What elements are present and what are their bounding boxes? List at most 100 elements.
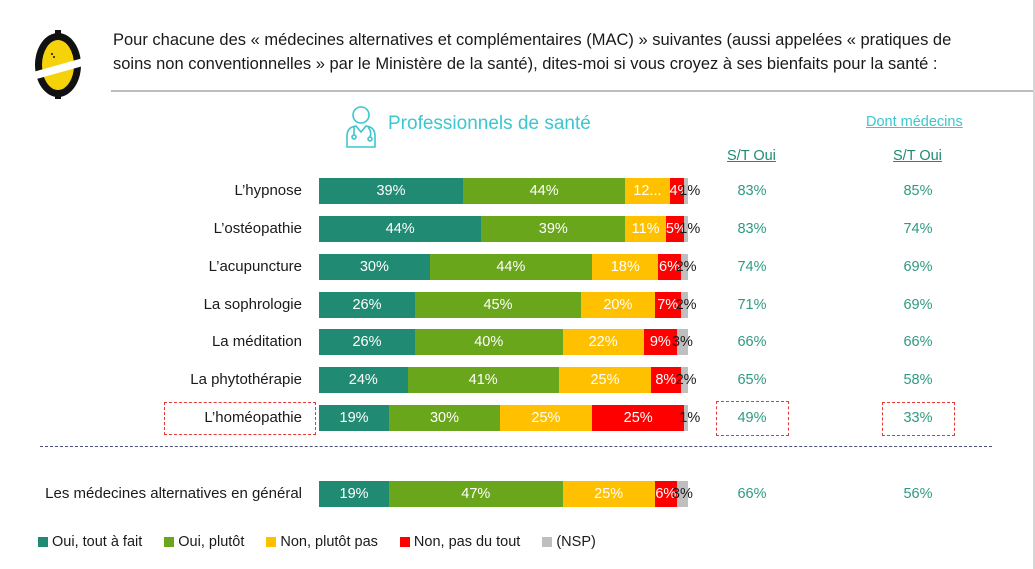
legend-label: Oui, plutôt [178,534,245,550]
bar-segment-non-pas-du-tout [654,481,677,507]
data-label: 19% [339,410,369,426]
legend-label: Non, plutôt pas [280,534,378,550]
question-text: Pour chacune des « médecines alternative… [113,28,1033,76]
bar-segment-non-plutot-pas [562,481,655,507]
bar-segment-oui-tout-a-fait [319,481,390,507]
legend: Oui, tout à fait Oui, plutôt Non, plutôt p… [38,534,618,550]
st-oui-medecins-value: 85% [903,183,933,199]
legend-swatch [399,537,410,547]
data-label: 7% [657,297,679,313]
doctor-icon [346,106,376,148]
st-oui-professionnels-value: 66% [737,486,767,502]
data-label: 2% [675,372,697,388]
st-oui-header-medecins: S/T Oui [893,148,942,164]
question-line-2: soins non conventionnelles » par le Mini… [113,55,938,73]
category-label: La méditation [211,333,302,350]
data-label: 30% [429,410,459,426]
st-oui-professionnels-value: 83% [737,183,767,199]
highlight-box-homeopathie-st-oui [716,401,789,436]
data-label: 6% [659,259,681,275]
data-label: 11% [631,221,660,237]
data-label: 30% [359,259,389,275]
category-label: Les médecines alternatives en général [45,485,302,502]
legend-label: (NSP) [556,534,596,550]
data-label: 9% [649,334,671,350]
bar-segment-oui-tout-a-fait [319,405,390,431]
data-label: 12... [633,183,662,199]
legend-swatch [164,537,175,547]
legend-swatch [38,537,48,547]
bar-segment-oui-tout-a-fait [319,367,408,393]
legend-label: Oui, tout à fait [52,534,143,550]
data-label: 1% [679,221,701,237]
data-label: 25% [590,372,620,388]
data-label: 18% [610,259,640,275]
category-label: La sophrologie [203,296,302,313]
legend-item-oui-tout-a-fait: Oui, tout à fait [38,534,142,550]
bar-segment-oui-tout-a-fait [319,329,415,355]
title-divider [111,90,1033,92]
bar-segment-nsp [680,254,688,280]
st-oui-professionnels-value: 83% [737,221,767,237]
st-oui-medecins-value: 69% [903,297,933,313]
bar-segment-oui-plutot [389,405,500,431]
st-oui-professionnels-value: 66% [737,334,767,350]
highlight-box-homeopathie-label [164,402,316,435]
frame-border [1033,0,1035,569]
data-label: 44% [496,259,526,275]
st-oui-medecins-value: 56% [903,486,933,502]
st-oui-medecins-value: 33% [903,410,933,426]
st-oui-professionnels-value: 71% [737,297,767,313]
bar-segment-nsp [684,405,688,431]
data-label: 26% [352,334,382,350]
bar-segment-non-plutot-pas [625,216,666,242]
bar-segment-oui-plutot [462,178,626,204]
highlight-box-homeopathie-medecins [882,402,955,436]
bar-segment-oui-tout-a-fait [319,216,482,242]
category-label: L’ostéopathie [213,220,302,237]
st-oui-professionnels-value: 65% [737,372,767,388]
bar-segment-nsp [676,329,688,355]
data-label: 1% [679,183,701,199]
bar-segment-nsp [680,367,688,393]
bar-segment-oui-plutot [389,481,563,507]
question-line-1: Pour chacune des « médecines alternative… [113,31,952,49]
st-oui-header-professionnels: S/T Oui [727,148,776,164]
section-separator [40,446,992,447]
category-label: L’hypnose [234,182,302,199]
data-label: 25% [623,410,653,426]
bar-segment-nsp [684,178,688,204]
data-label: 44% [385,221,415,237]
bar-segment-non-pas-du-tout [665,216,685,242]
legend-item-non-plutot-pas: Non, plutôt pas [266,534,378,550]
data-label: 25% [531,410,561,426]
data-label: 19% [339,486,369,502]
bar-segment-oui-tout-a-fait [319,292,415,318]
data-label: 25% [594,486,624,502]
data-label: 47% [461,486,491,502]
data-label: 22% [588,334,618,350]
bar-segment-oui-plutot [414,292,581,318]
panel-title: Professionnels de santé [388,113,591,134]
data-label: 3% [671,334,693,350]
st-oui-professionnels-value: 49% [737,410,767,426]
data-label: 39% [538,221,568,237]
legend-item-oui-plutot: Oui, plutôt [164,534,244,550]
data-label: 5% [665,221,687,237]
bar-segment-non-plutot-pas [580,292,655,318]
st-oui-medecins-value: 69% [903,259,933,275]
dont-medecins-header: Dont médecins [866,114,963,130]
bar-segment-oui-plutot [414,329,563,355]
data-label: 44% [529,183,559,199]
bar-segment-non-pas-du-tout [669,178,685,204]
bar-segment-non-pas-du-tout [643,329,677,355]
data-label: 26% [352,297,382,313]
legend-swatch [542,537,553,547]
data-label: 1% [679,410,701,426]
data-label: 8% [655,372,677,388]
bar-segment-oui-tout-a-fait [319,178,463,204]
legend-label: Non, pas du tout [413,534,521,550]
data-label: 45% [483,297,513,313]
category-label: L’acupuncture [208,258,302,275]
st-oui-medecins-value: 66% [903,334,933,350]
